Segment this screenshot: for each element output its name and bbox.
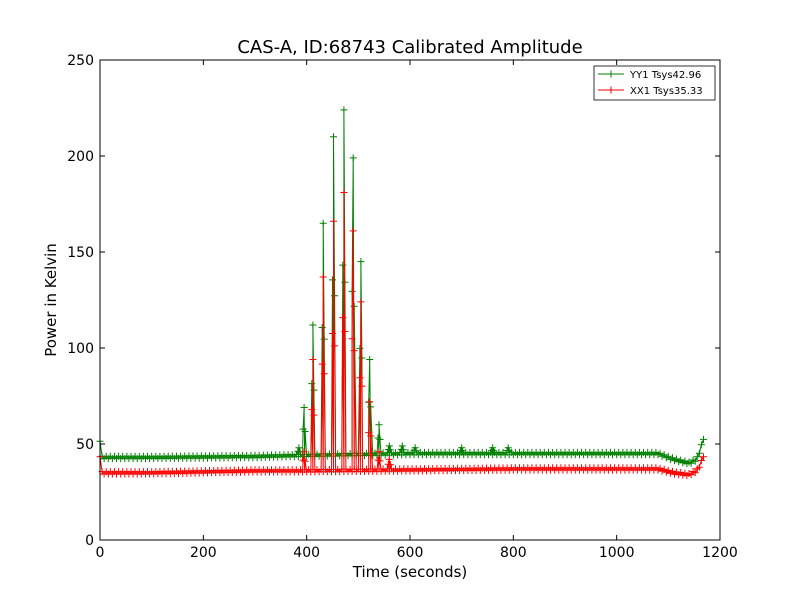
x-tick-label: 600 (397, 545, 424, 561)
legend: YY1 Tsys42.96 XX1 Tsys35.33 (593, 65, 716, 101)
y-tick-label: 200 (67, 149, 94, 165)
legend-label: XX1 Tsys35.33 (630, 86, 703, 97)
legend-label: YY1 Tsys42.96 (629, 70, 701, 81)
x-tick-label: 200 (190, 545, 217, 561)
x-tick-label: 0 (96, 545, 105, 561)
x-axis-title: Time (seconds) (352, 563, 468, 581)
x-tick-label: 1200 (702, 545, 738, 561)
chart-title: CAS-A, ID:68743 Calibrated Amplitude (237, 37, 582, 58)
series-xx1 (96, 189, 707, 480)
y-tick-label: 250 (67, 53, 94, 69)
y-axis-title: Power in Kelvin (42, 243, 60, 357)
legend-box (593, 65, 716, 101)
legend-marker (607, 70, 615, 78)
x-tick-label: 800 (500, 545, 527, 561)
legend-marker (607, 86, 615, 94)
series-layer (96, 106, 707, 480)
x-tick-label: 400 (293, 545, 320, 561)
x-tick-label: 1000 (599, 545, 635, 561)
ticks-layer: 0 200 400 600 800 1000 1200 0 50 100 150 200 250 (67, 53, 738, 561)
y-tick-label: 150 (67, 245, 94, 261)
y-tick-label: 0 (85, 533, 94, 549)
y-tick-label: 50 (76, 437, 94, 453)
y-tick-label: 100 (67, 341, 94, 357)
